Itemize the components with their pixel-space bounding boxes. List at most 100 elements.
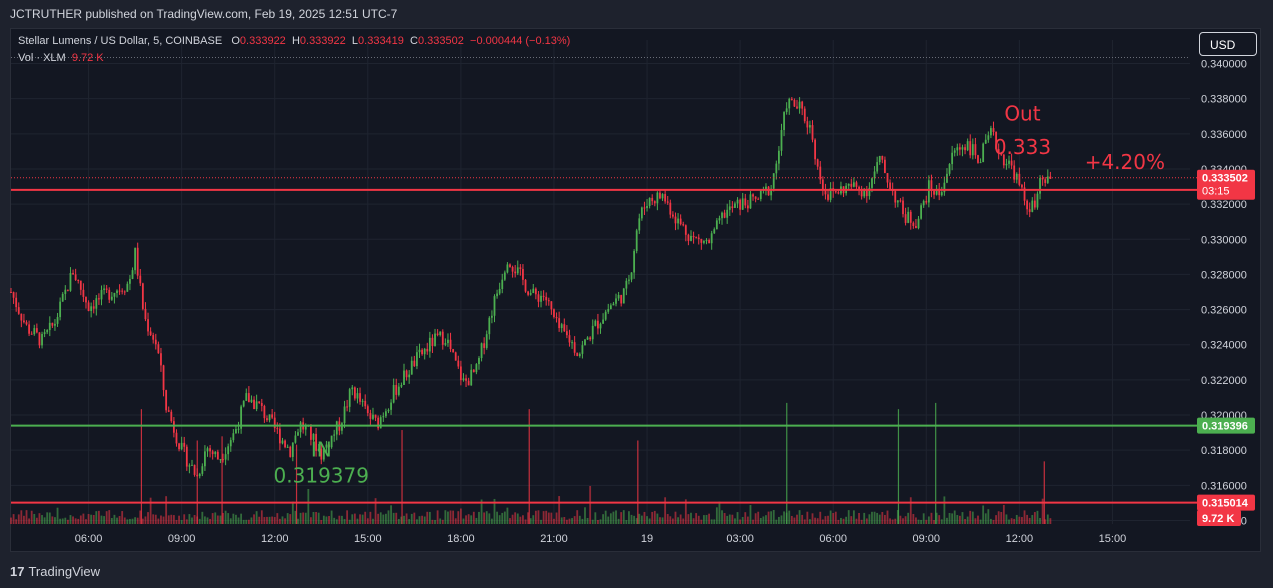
in-label: IN: [311, 437, 332, 461]
volume-bar: [671, 518, 674, 524]
volume-bar: [977, 515, 979, 524]
y-tick-label: 0.338000: [1201, 94, 1247, 106]
volume-bar: [498, 515, 501, 524]
candle-body: [599, 323, 602, 329]
volume-bar: [620, 512, 623, 524]
volume-bar: [604, 510, 607, 524]
y-tick-label: 0.318000: [1201, 445, 1247, 457]
volume-bar: [695, 513, 698, 524]
candle-body: [51, 322, 54, 326]
volume-bar: [622, 510, 625, 524]
candle-body: [178, 443, 180, 450]
candle-body: [364, 400, 367, 407]
volume-bar: [426, 511, 429, 524]
volume-spike: [786, 402, 788, 524]
volume-bar: [925, 519, 928, 524]
candle-body: [472, 369, 475, 373]
candle-body: [542, 295, 545, 297]
candle-body: [449, 339, 452, 350]
candle-body: [723, 212, 726, 218]
candle-body: [10, 292, 12, 293]
volume-bar: [894, 518, 897, 524]
candle-body: [783, 112, 785, 131]
candle-body: [465, 378, 467, 381]
volume-bar: [612, 511, 615, 524]
volume-bar: [317, 512, 320, 524]
currency-button[interactable]: USD: [1199, 32, 1257, 56]
volume-bar: [15, 519, 18, 524]
candle-body: [193, 464, 196, 475]
candle-body: [1031, 200, 1034, 212]
volume-bar: [904, 516, 907, 524]
volume-bar: [372, 518, 374, 524]
candle-body: [878, 156, 881, 163]
volume-bar: [214, 512, 217, 524]
volume-bar: [653, 510, 656, 524]
candle-body: [943, 182, 946, 193]
candle-body: [335, 421, 338, 435]
y-tick-label: 0.326000: [1201, 305, 1247, 317]
volume-bar: [563, 516, 566, 524]
volume-bar: [542, 511, 545, 524]
candle-body: [240, 406, 243, 429]
volume-bar: [607, 516, 610, 524]
candle-body: [607, 308, 610, 312]
volume-bar: [408, 519, 411, 524]
chart-pane[interactable]: [10, 28, 1261, 552]
candle-body: [397, 386, 400, 395]
volume-bar: [674, 511, 677, 524]
volume-bar: [237, 517, 240, 524]
candle-body: [281, 440, 284, 444]
volume-bar: [126, 519, 129, 524]
volume-bar: [382, 514, 385, 524]
volume-bar: [553, 518, 555, 524]
volume-bar: [268, 516, 271, 524]
tradingview-logo[interactable]: 17 TradingView: [10, 564, 100, 579]
candle-body: [731, 206, 734, 208]
candle-body: [555, 317, 558, 319]
candle-body: [134, 247, 137, 271]
volume-label[interactable]: Vol · XLM: [18, 52, 66, 64]
candle-body: [873, 171, 876, 179]
volume-bar: [325, 516, 328, 524]
candle-body: [744, 198, 747, 206]
candle-body: [746, 205, 749, 209]
candle-body: [315, 433, 317, 451]
volume-bar: [141, 518, 144, 524]
symbol-name[interactable]: Stellar Lumens / US Dollar, 5, COINBASE: [18, 35, 223, 47]
volume-spike: [196, 440, 198, 524]
candle-body: [188, 465, 191, 467]
volume-bar: [209, 518, 211, 524]
volume-bar: [260, 510, 263, 524]
x-tick-label: 21:00: [540, 533, 568, 545]
candle-body: [532, 288, 535, 294]
candle-body: [969, 141, 972, 156]
candle-body: [741, 198, 744, 210]
volume-bar: [863, 512, 866, 524]
candle-body: [852, 182, 855, 187]
candle-body: [671, 214, 674, 217]
candle-body: [211, 451, 214, 455]
volume-bar: [964, 519, 966, 524]
volume-bar: [858, 512, 860, 524]
volume-bar: [105, 511, 108, 524]
candle-body: [154, 339, 157, 345]
candle-body: [64, 289, 67, 294]
candle-body: [105, 288, 108, 290]
volume-bar: [1041, 498, 1044, 524]
candle-body: [568, 335, 571, 343]
candle-body: [718, 218, 721, 221]
volume-bar: [591, 519, 594, 524]
candle-body: [392, 384, 395, 403]
candlestick-chart[interactable]: 0.3140000.3160000.3180000.3200000.322000…: [0, 0, 1273, 558]
candle-body: [625, 280, 628, 289]
candle-body: [235, 429, 237, 434]
candle-body: [819, 166, 822, 180]
volume-bar: [278, 518, 281, 524]
candle-body: [480, 343, 483, 359]
volume-bar: [392, 512, 395, 524]
candle-body: [803, 108, 806, 122]
candle-body: [470, 369, 473, 386]
volume-bar: [361, 514, 364, 524]
candle-body: [1002, 154, 1005, 166]
